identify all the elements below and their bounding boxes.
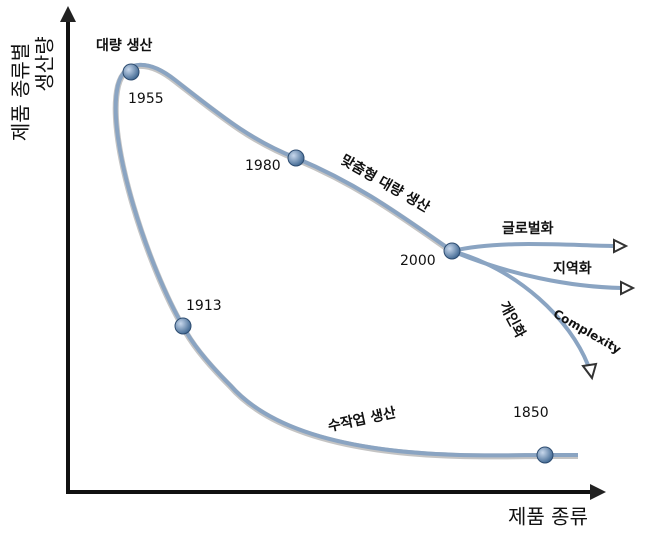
year-label: 1913: [186, 298, 222, 314]
nodes: [122, 63, 554, 464]
branch-global: [451, 242, 616, 253]
arrow-head: [581, 362, 598, 381]
year-label: 1955: [128, 91, 164, 107]
branch-personal: [451, 249, 590, 366]
main-curve: [113, 62, 578, 458]
year-label: 2000: [400, 253, 436, 269]
arrow-head: [613, 238, 629, 254]
node: [443, 242, 461, 260]
x-axis-label: 제품 종류: [508, 505, 588, 529]
curve-shadow: [112, 62, 578, 460]
curve-label: 수작업 생산: [326, 404, 397, 435]
year-label: 1850: [513, 405, 549, 421]
curve-label: 글로벌화: [502, 220, 554, 237]
branch-regional: [451, 249, 623, 290]
curve-label: 개인화: [496, 299, 529, 341]
y-axis-label: 생산량: [33, 36, 57, 91]
curve-label: Complexity: [551, 307, 624, 357]
node: [536, 446, 554, 464]
year-label: 1980: [245, 158, 281, 174]
y-axis-label: 제품 종류별: [9, 43, 33, 141]
node: [174, 317, 192, 335]
curve-label: 지역화: [553, 260, 592, 277]
node: [122, 63, 140, 81]
curve-label: 대량 생산: [96, 37, 153, 54]
node: [287, 149, 305, 167]
arrow-head: [620, 280, 636, 296]
